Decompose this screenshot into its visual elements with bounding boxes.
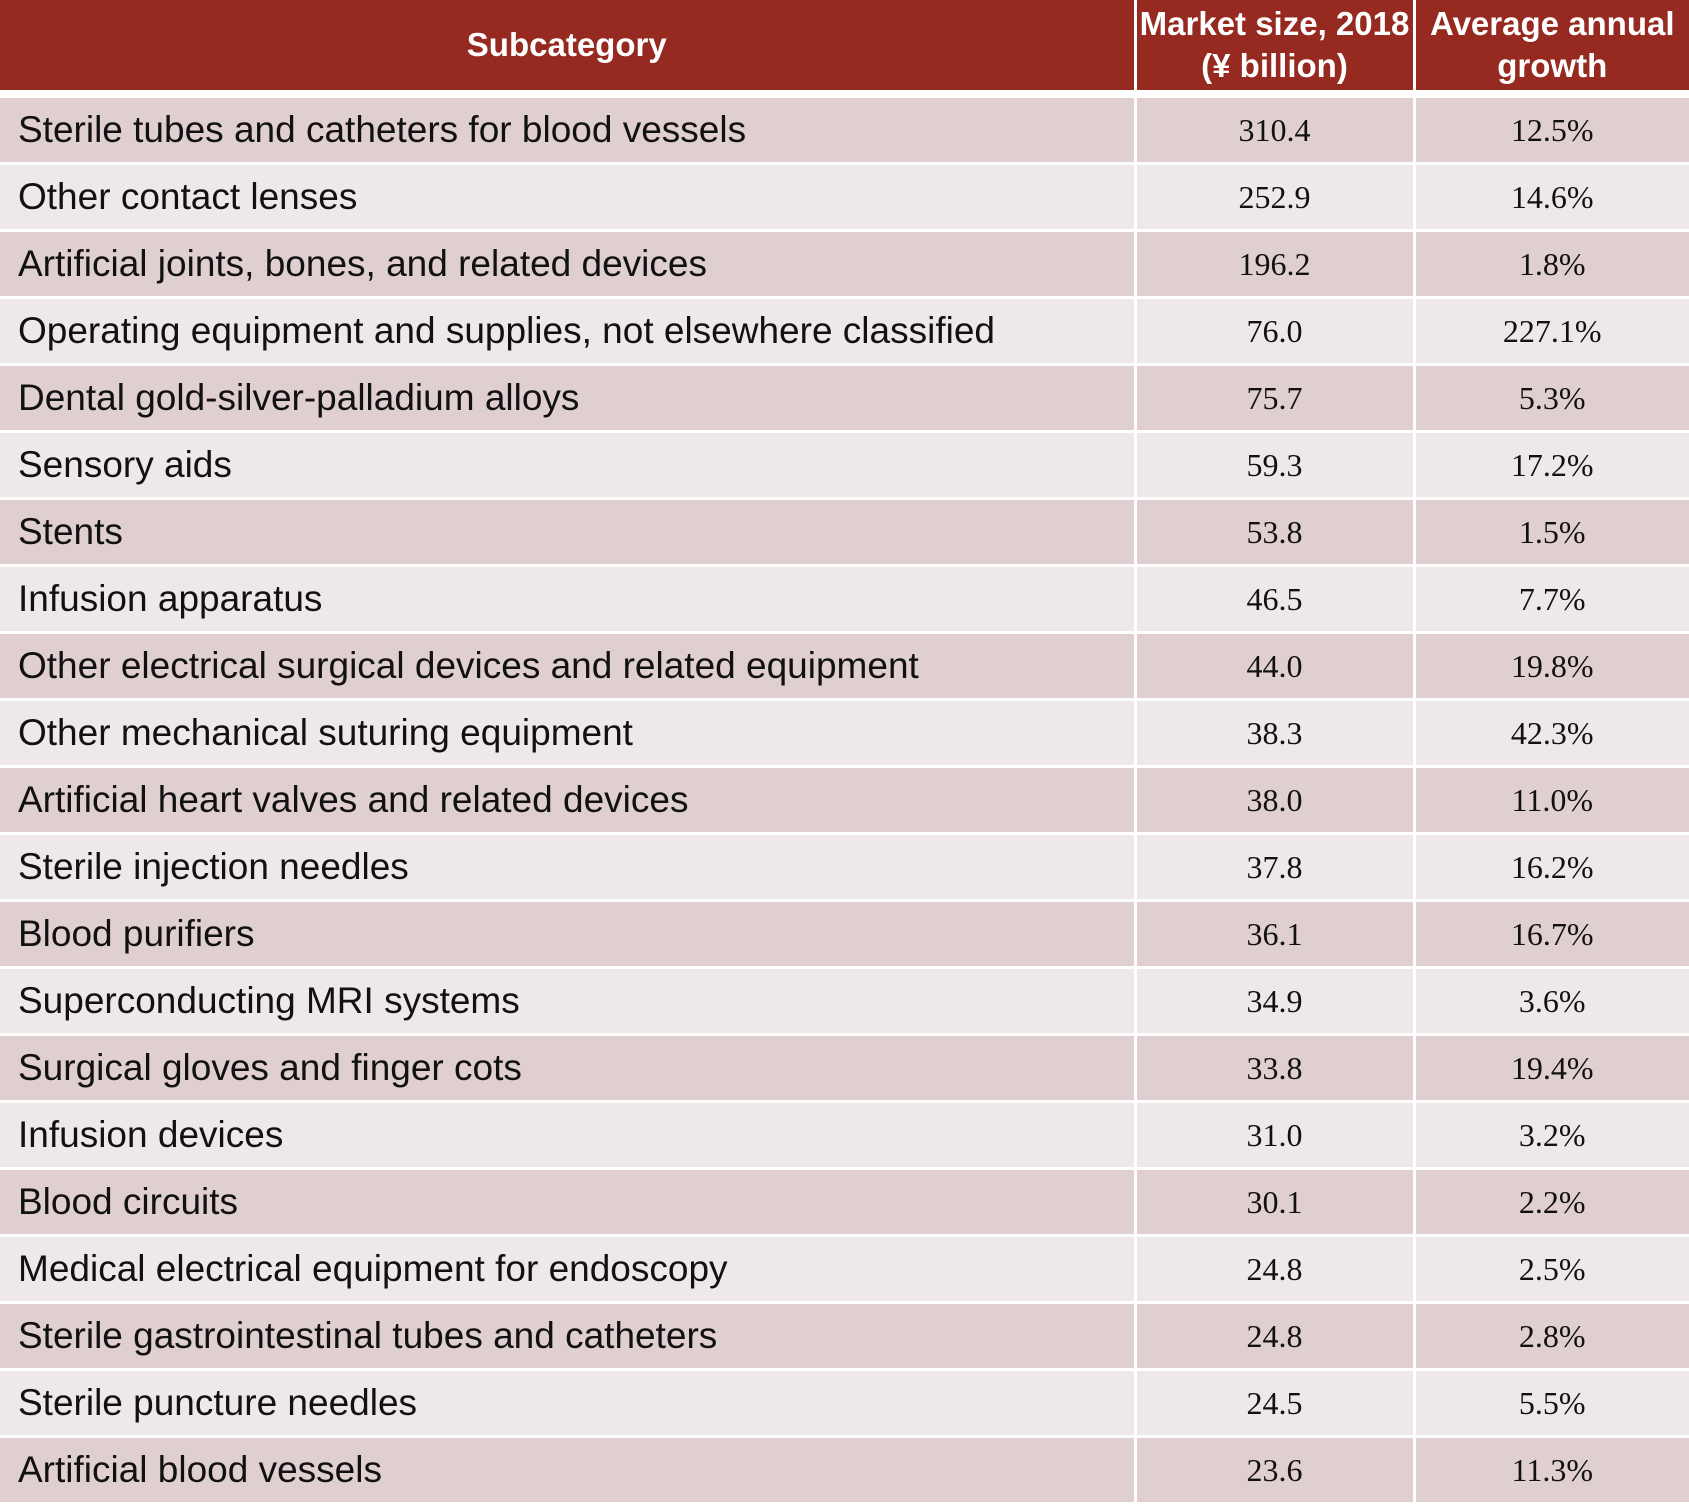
header-market-size: Market size, 2018 (¥ billion) [1135,0,1414,94]
cell-growth: 11.0% [1414,767,1689,834]
table-body: Sterile tubes and catheters for blood ve… [0,94,1689,1504]
cell-growth: 227.1% [1414,298,1689,365]
cell-subcategory: Other mechanical suturing equipment [0,700,1135,767]
header-growth-line2: growth [1416,45,1689,87]
table-header: Subcategory Market size, 2018 (¥ billion… [0,0,1689,94]
cell-growth: 42.3% [1414,700,1689,767]
cell-subcategory: Operating equipment and supplies, not el… [0,298,1135,365]
cell-market-size: 24.8 [1135,1236,1414,1303]
cell-growth: 17.2% [1414,432,1689,499]
cell-growth: 1.5% [1414,499,1689,566]
cell-subcategory: Sterile injection needles [0,834,1135,901]
cell-subcategory: Sensory aids [0,432,1135,499]
cell-growth: 19.8% [1414,633,1689,700]
cell-subcategory: Sterile puncture needles [0,1370,1135,1437]
cell-subcategory: Superconducting MRI systems [0,968,1135,1035]
cell-market-size: 44.0 [1135,633,1414,700]
cell-market-size: 196.2 [1135,231,1414,298]
cell-growth: 3.2% [1414,1102,1689,1169]
cell-growth: 16.2% [1414,834,1689,901]
table-row: Artificial joints, bones, and related de… [0,231,1689,298]
cell-subcategory: Artificial heart valves and related devi… [0,767,1135,834]
cell-market-size: 310.4 [1135,94,1414,164]
cell-market-size: 46.5 [1135,566,1414,633]
table-row: Operating equipment and supplies, not el… [0,298,1689,365]
cell-subcategory: Medical electrical equipment for endosco… [0,1236,1135,1303]
header-market-size-line2: (¥ billion) [1137,45,1413,87]
cell-growth: 7.7% [1414,566,1689,633]
cell-market-size: 38.0 [1135,767,1414,834]
cell-subcategory: Other contact lenses [0,164,1135,231]
cell-market-size: 24.8 [1135,1303,1414,1370]
cell-market-size: 30.1 [1135,1169,1414,1236]
cell-subcategory: Infusion apparatus [0,566,1135,633]
cell-subcategory: Stents [0,499,1135,566]
cell-growth: 2.5% [1414,1236,1689,1303]
cell-market-size: 24.5 [1135,1370,1414,1437]
cell-subcategory: Sterile gastrointestinal tubes and cathe… [0,1303,1135,1370]
cell-subcategory: Artificial joints, bones, and related de… [0,231,1135,298]
cell-subcategory: Dental gold-silver-palladium alloys [0,365,1135,432]
header-market-size-line1: Market size, 2018 [1137,3,1413,45]
table-row: Artificial heart valves and related devi… [0,767,1689,834]
cell-subcategory: Blood circuits [0,1169,1135,1236]
cell-market-size: 252.9 [1135,164,1414,231]
table-row: Sterile tubes and catheters for blood ve… [0,94,1689,164]
header-growth-line1: Average annual [1416,3,1689,45]
cell-market-size: 76.0 [1135,298,1414,365]
cell-growth: 5.3% [1414,365,1689,432]
cell-market-size: 34.9 [1135,968,1414,1035]
cell-growth: 2.8% [1414,1303,1689,1370]
cell-market-size: 75.7 [1135,365,1414,432]
cell-growth: 12.5% [1414,94,1689,164]
cell-subcategory: Sterile tubes and catheters for blood ve… [0,94,1135,164]
cell-growth: 19.4% [1414,1035,1689,1102]
header-subcategory-label: Subcategory [467,26,667,63]
cell-subcategory: Surgical gloves and finger cots [0,1035,1135,1102]
cell-growth: 2.2% [1414,1169,1689,1236]
cell-growth: 3.6% [1414,968,1689,1035]
cell-market-size: 37.8 [1135,834,1414,901]
cell-growth: 1.8% [1414,231,1689,298]
cell-subcategory: Artificial blood vessels [0,1437,1135,1504]
cell-market-size: 23.6 [1135,1437,1414,1504]
cell-subcategory: Other electrical surgical devices and re… [0,633,1135,700]
cell-market-size: 33.8 [1135,1035,1414,1102]
cell-market-size: 36.1 [1135,901,1414,968]
cell-growth: 11.3% [1414,1437,1689,1504]
table-row: Other electrical surgical devices and re… [0,633,1689,700]
cell-market-size: 59.3 [1135,432,1414,499]
header-growth: Average annual growth [1414,0,1689,94]
cell-growth: 16.7% [1414,901,1689,968]
cell-growth: 5.5% [1414,1370,1689,1437]
cell-subcategory: Infusion devices [0,1102,1135,1169]
cell-market-size: 31.0 [1135,1102,1414,1169]
header-row: Subcategory Market size, 2018 (¥ billion… [0,0,1689,94]
cell-market-size: 53.8 [1135,499,1414,566]
table-row: Sterile gastrointestinal tubes and cathe… [0,1303,1689,1370]
cell-market-size: 38.3 [1135,700,1414,767]
cell-growth: 14.6% [1414,164,1689,231]
cell-subcategory: Blood purifiers [0,901,1135,968]
table-row: Medical electrical equipment for endosco… [0,1236,1689,1303]
header-subcategory: Subcategory [0,0,1135,94]
